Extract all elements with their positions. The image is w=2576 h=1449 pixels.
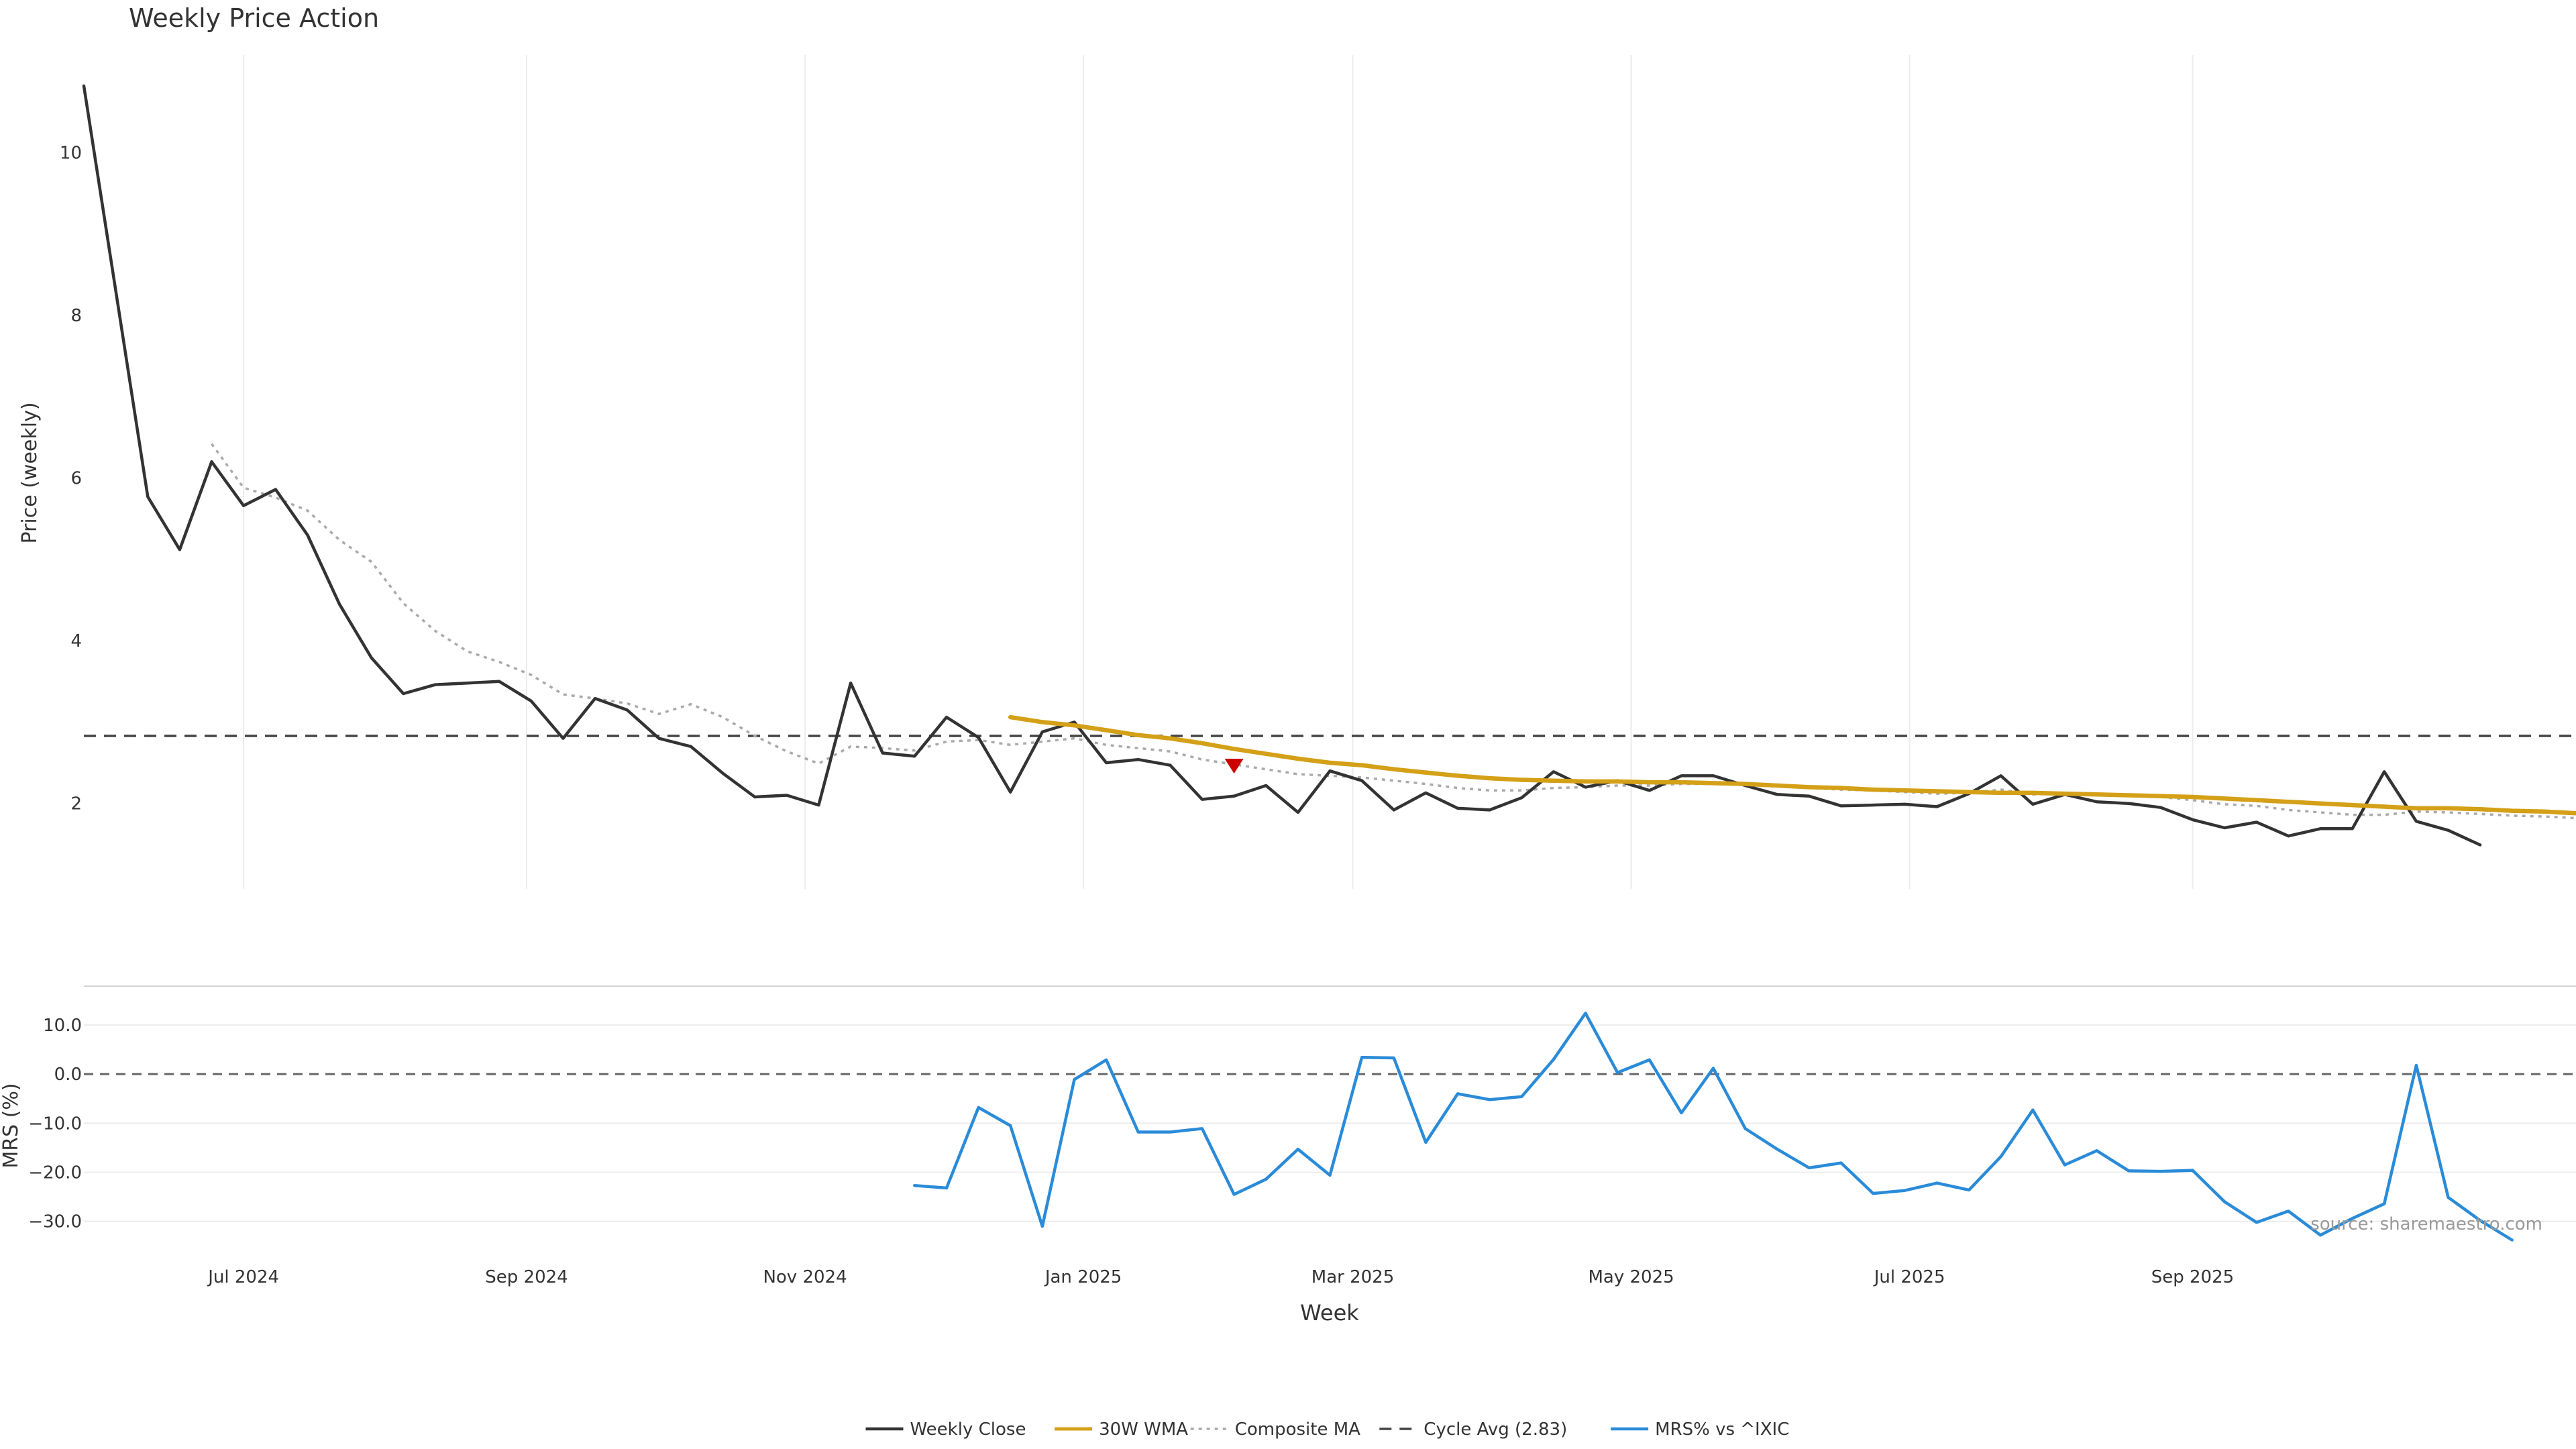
x-tick-label: Sep 2024 — [485, 1267, 568, 1287]
mrs-y-tick-label: 0.0 — [54, 1065, 82, 1085]
mrs-y-axis-title: MRS (%) — [0, 1083, 23, 1168]
legend-label-mrs-vs-ixic: MRS% vs ^IXIC — [1655, 1419, 1789, 1440]
price-marker-layer — [1224, 759, 1244, 774]
mrs-y-tick-label: 10.0 — [43, 1016, 82, 1036]
price-y-tick-label: 8 — [70, 306, 82, 326]
x-tick-label: Jul 2025 — [1873, 1267, 1945, 1287]
price-y-tick-label: 6 — [70, 469, 82, 489]
mrs-y-ticks: 10.0 0.0 −10.0 −20.0 −30.0 — [28, 1016, 82, 1232]
legend-label-cycle-avg-2-83: Cycle Avg (2.83) — [1424, 1419, 1567, 1440]
mrs-y-tick-label: −30.0 — [28, 1212, 82, 1232]
series-weekly-close — [82, 84, 2482, 847]
mrs-y-tick-label: −10.0 — [28, 1114, 82, 1134]
x-tick-label: May 2025 — [1588, 1267, 1674, 1287]
x-tick-label: Jul 2024 — [207, 1267, 279, 1287]
legend-label-composite-ma: Composite MA — [1235, 1419, 1360, 1440]
x-tick-label: Sep 2025 — [2151, 1267, 2234, 1287]
signal-marker — [1224, 759, 1244, 774]
source-note: source: sharemaestro.com — [2310, 1214, 2542, 1234]
chart-title: Weekly Price Action — [129, 3, 379, 33]
mrs-panel: 10.0 0.0 −10.0 −20.0 −30.0 MRS (%) source: s… — [0, 1012, 2576, 1242]
legend: Weekly Close 30W WMA Composite MA Cycle Avg… — [865, 1419, 1789, 1440]
price-series — [82, 84, 2576, 847]
price-y-tick-label: 2 — [70, 794, 82, 814]
x-tick-label: Nov 2024 — [763, 1267, 847, 1287]
x-tick-label: Mar 2025 — [1311, 1267, 1395, 1287]
price-panel: 2 4 6 8 10 Price (weekly) — [18, 55, 2576, 889]
x-tick-label: Jan 2025 — [1044, 1267, 1122, 1287]
price-y-ticks: 2 4 6 8 10 — [60, 144, 82, 814]
series-30w-wma — [1008, 714, 2576, 816]
price-x-gridlines — [243, 55, 2194, 889]
series-composite-ma — [211, 443, 2576, 820]
x-axis-title: Week — [1300, 1300, 1359, 1326]
series-mrs-vs-ixic — [913, 1012, 2514, 1242]
x-ticks: Jul 2024 Sep 2024 Nov 2024 Jan 2025 Mar 2025… — [207, 1267, 2234, 1287]
legend-label-weekly-close: Weekly Close — [910, 1419, 1026, 1440]
mrs-y-tick-label: −20.0 — [28, 1163, 82, 1183]
mrs-series — [913, 1012, 2514, 1242]
price-y-tick-label: 4 — [70, 631, 82, 651]
legend-label-30w-wma: 30W WMA — [1099, 1419, 1188, 1440]
price-y-axis-title: Price (weekly) — [18, 402, 42, 543]
price-y-tick-label: 10 — [60, 144, 82, 164]
mrs-y-gridlines — [84, 1024, 2576, 1222]
